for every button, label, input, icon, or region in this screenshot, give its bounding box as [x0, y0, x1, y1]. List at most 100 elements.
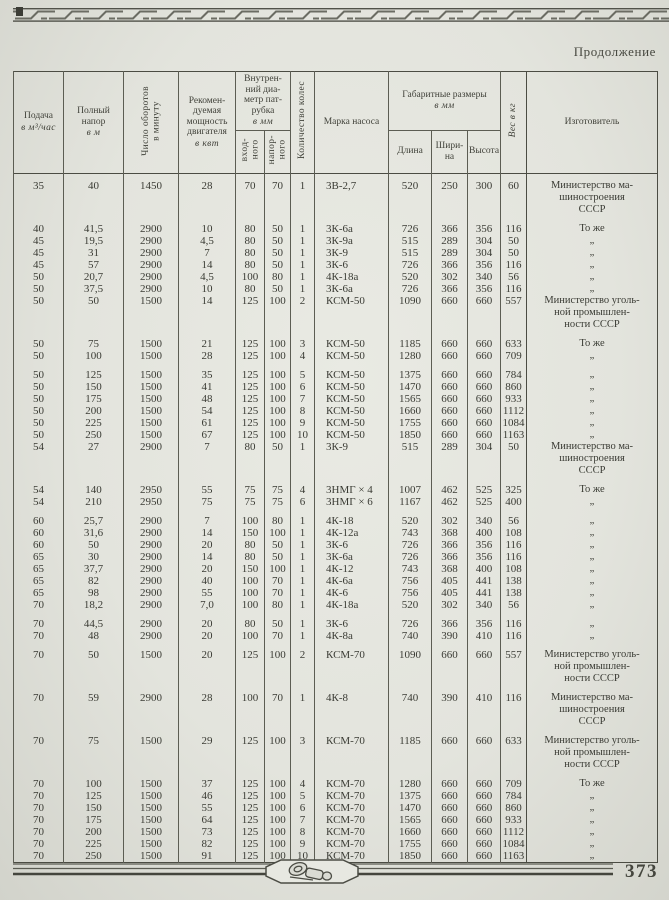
- col-header-width: Шири- на: [431, 130, 468, 173]
- value-cell: 35: [178, 361, 236, 381]
- table-row: 50 250 1500 67 125 100 10 КСМ-50 1850 660 660 1163 „: [13, 428, 658, 441]
- value-cell: 210: [63, 495, 124, 508]
- value-cell: 1: [290, 526, 315, 539]
- manufacturer-cell: „: [526, 801, 658, 814]
- value-cell: 50: [63, 641, 124, 685]
- value-cell: 3: [290, 330, 315, 350]
- rpm-label: Число оборотов в минуту: [140, 85, 162, 156]
- value-cell: 302: [431, 507, 468, 527]
- value-cell: 660: [431, 801, 468, 814]
- value-cell: 515: [388, 234, 432, 247]
- col-header-manufacturer: Изготовитель: [526, 71, 658, 173]
- table-row: 45 19,5 2900 4,5 80 50 1 3К-9а 515 289 304 50 „: [13, 234, 658, 247]
- value-cell: 660: [431, 349, 468, 362]
- value-cell: 250: [63, 428, 124, 441]
- value-cell: 7: [290, 813, 315, 826]
- pump-brand-cell: 4К-12: [314, 562, 389, 575]
- pump-brand-cell: КСМ-70: [314, 837, 389, 850]
- value-cell: 100: [264, 404, 291, 417]
- value-cell: 70: [13, 849, 64, 862]
- value-cell: 55: [178, 476, 236, 496]
- value-cell: 7: [178, 507, 236, 527]
- value-cell: 525: [467, 476, 501, 496]
- value-cell: 660: [431, 380, 468, 393]
- value-cell: 100: [63, 349, 124, 362]
- value-cell: 45: [13, 234, 64, 247]
- value-cell: 340: [467, 270, 501, 283]
- value-cell: 660: [431, 727, 468, 771]
- pump-brand-cell: 3К-6а: [314, 282, 389, 295]
- value-cell: 14: [178, 258, 236, 271]
- value-cell: 2950: [123, 495, 179, 508]
- value-cell: 116: [500, 538, 527, 551]
- value-cell: 48: [63, 629, 124, 642]
- value-cell: 726: [388, 538, 432, 551]
- value-cell: 20,7: [63, 270, 124, 283]
- value-cell: 6: [290, 380, 315, 393]
- value-cell: 1500: [123, 641, 179, 685]
- value-cell: 2900: [123, 270, 179, 283]
- value-cell: 70: [13, 641, 64, 685]
- value-cell: 660: [467, 361, 501, 381]
- value-cell: 20: [178, 610, 236, 630]
- value-cell: 4,5: [178, 234, 236, 247]
- value-cell: 660: [467, 349, 501, 362]
- value-cell: 1500: [123, 770, 179, 790]
- table-row: 70 125 1500 46 125 100 5 КСМ-70 1375 660 660 784 „: [13, 789, 658, 802]
- value-cell: 304: [467, 234, 501, 247]
- manufacturer-cell: То же: [526, 770, 658, 790]
- value-cell: 50: [13, 380, 64, 393]
- value-cell: 1500: [123, 801, 179, 814]
- table-row: 70 44,5 2900 20 80 50 1 3К-6 726 366 356 116 „: [13, 610, 658, 630]
- value-cell: 116: [500, 550, 527, 563]
- value-cell: 80: [235, 246, 265, 259]
- value-cell: 80: [235, 610, 265, 630]
- value-cell: 2900: [123, 586, 179, 599]
- value-cell: 1: [290, 270, 315, 283]
- value-cell: 340: [467, 598, 501, 611]
- value-cell: 660: [431, 294, 468, 331]
- value-cell: 125: [63, 361, 124, 381]
- value-cell: 740: [388, 684, 432, 728]
- value-cell: 50: [13, 392, 64, 405]
- value-cell: 4: [290, 770, 315, 790]
- value-cell: 3: [290, 727, 315, 771]
- value-cell: 660: [467, 801, 501, 814]
- manufacturer-cell: Министерство ма- шиностроения СССР: [526, 684, 658, 728]
- value-cell: 933: [500, 392, 527, 405]
- value-cell: 1090: [388, 294, 432, 331]
- value-cell: 557: [500, 294, 527, 331]
- value-cell: 660: [467, 727, 501, 771]
- value-cell: 80: [235, 215, 265, 235]
- value-cell: 660: [467, 404, 501, 417]
- value-cell: 520: [388, 507, 432, 527]
- pump-brand-cell: 4К-18: [314, 507, 389, 527]
- manufacturer-cell: То же: [526, 330, 658, 350]
- manufacturer-cell: „: [526, 234, 658, 247]
- value-cell: 56: [500, 598, 527, 611]
- manufacturer-cell: „: [526, 349, 658, 362]
- manufacturer-cell: „: [526, 610, 658, 630]
- value-cell: 660: [467, 789, 501, 802]
- value-cell: 20: [178, 629, 236, 642]
- dims-title: Габаритные размеры: [402, 89, 487, 100]
- pump-brand-cell: КСМ-70: [314, 825, 389, 838]
- value-cell: 80: [264, 507, 291, 527]
- manufacturer-cell: „: [526, 837, 658, 850]
- value-cell: 70: [13, 598, 64, 611]
- value-cell: 60: [13, 538, 64, 551]
- manufacturer-label: Изготовитель: [564, 117, 620, 127]
- value-cell: 100: [264, 770, 291, 790]
- value-cell: 200: [63, 404, 124, 417]
- pump-brand-cell: 4К-18а: [314, 270, 389, 283]
- value-cell: 660: [467, 825, 501, 838]
- value-cell: 1500: [123, 416, 179, 429]
- length-label: Длина: [397, 146, 423, 157]
- value-cell: 289: [431, 234, 468, 247]
- pump-brand-cell: КСМ-70: [314, 801, 389, 814]
- value-cell: 54: [13, 495, 64, 508]
- manufacturer-cell: „: [526, 416, 658, 429]
- value-cell: 660: [467, 416, 501, 429]
- value-cell: 1: [290, 574, 315, 587]
- value-cell: 1: [290, 234, 315, 247]
